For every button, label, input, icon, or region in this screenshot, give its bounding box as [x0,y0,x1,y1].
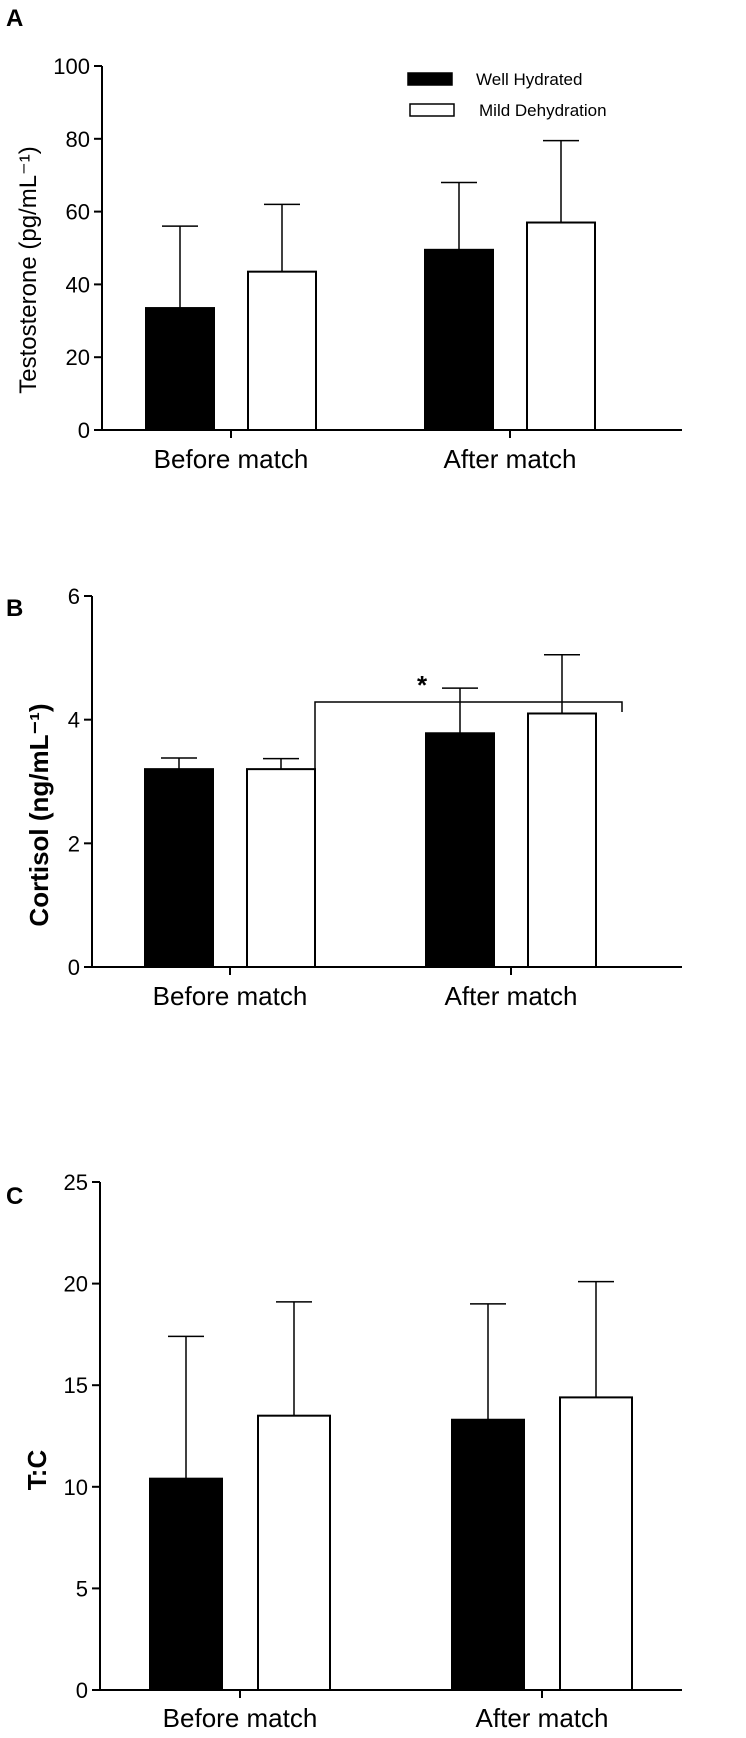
bar-well-hydrated [145,307,215,431]
panel-letter: C [6,1183,23,1210]
bar-well-hydrated [424,248,494,431]
panel-a: A Testosterone (pg/mL⁻¹) Well Hydrated M… [6,5,682,474]
bar-mild-dehydration [527,712,597,968]
y-axis-label: Testosterone (pg/mL⁻¹) [15,146,42,393]
bar-mild-dehydration [257,1414,331,1692]
bar-mild-dehydration [247,270,317,431]
legend-label-mild-dehydration: Mild Dehydration [479,101,607,120]
y-tick-label: 0 [68,955,80,980]
x-tick-label: After match [445,981,578,1011]
y-tick-label: 40 [66,272,90,297]
x-tick-label: After match [444,444,577,474]
y-tick-label: 60 [66,200,90,225]
significance-star: * [417,670,428,700]
y-tick-label: 10 [64,1475,88,1500]
y-tick-label: 6 [68,584,80,609]
bar-well-hydrated [149,1477,223,1691]
y-tick-label: 2 [68,831,80,856]
panel-letter: B [6,595,23,622]
y-tick-label: 80 [66,127,90,152]
bar-mild-dehydration [526,221,596,431]
y-tick-label: 0 [76,1678,88,1703]
bar-well-hydrated [451,1418,525,1692]
legend: Well Hydrated Mild Dehydration [407,70,607,120]
significance-bracket-line [314,701,623,783]
panel-b: B Cortisol (ng/mL⁻¹) * 0 2 4 6 Before match A… [6,584,682,1011]
bar-well-hydrated [144,768,214,969]
bar-mild-dehydration [246,768,316,969]
x-tick-label: After match [476,1703,609,1733]
x-tick-label: Before match [163,1703,318,1733]
legend-label-well-hydrated: Well Hydrated [476,70,582,89]
y-tick-label: 5 [76,1576,88,1601]
legend-swatch-well-hydrated [407,72,453,86]
significance-bracket: * [314,670,623,783]
y-tick-label: 4 [68,708,80,733]
y-tick-label: 0 [78,418,90,443]
y-axis-label: T:C [22,1450,52,1491]
y-tick-label: 20 [64,1272,88,1297]
x-tick-label: Before match [154,444,309,474]
bar-mild-dehydration [559,1396,633,1691]
panel-c: C T:C 0 5 10 15 20 25 Before match After match [6,1170,682,1733]
y-tick-label: 100 [53,54,90,79]
x-tick-label: Before match [153,981,308,1011]
panel-letter: A [6,5,23,32]
y-tick-label: 15 [64,1373,88,1398]
y-tick-label: 20 [66,345,90,370]
y-tick-label: 25 [64,1170,88,1195]
y-axis-label: Cortisol (ng/mL⁻¹) [24,703,54,926]
bar-well-hydrated [425,732,495,969]
legend-swatch-mild-dehydration [409,103,455,117]
